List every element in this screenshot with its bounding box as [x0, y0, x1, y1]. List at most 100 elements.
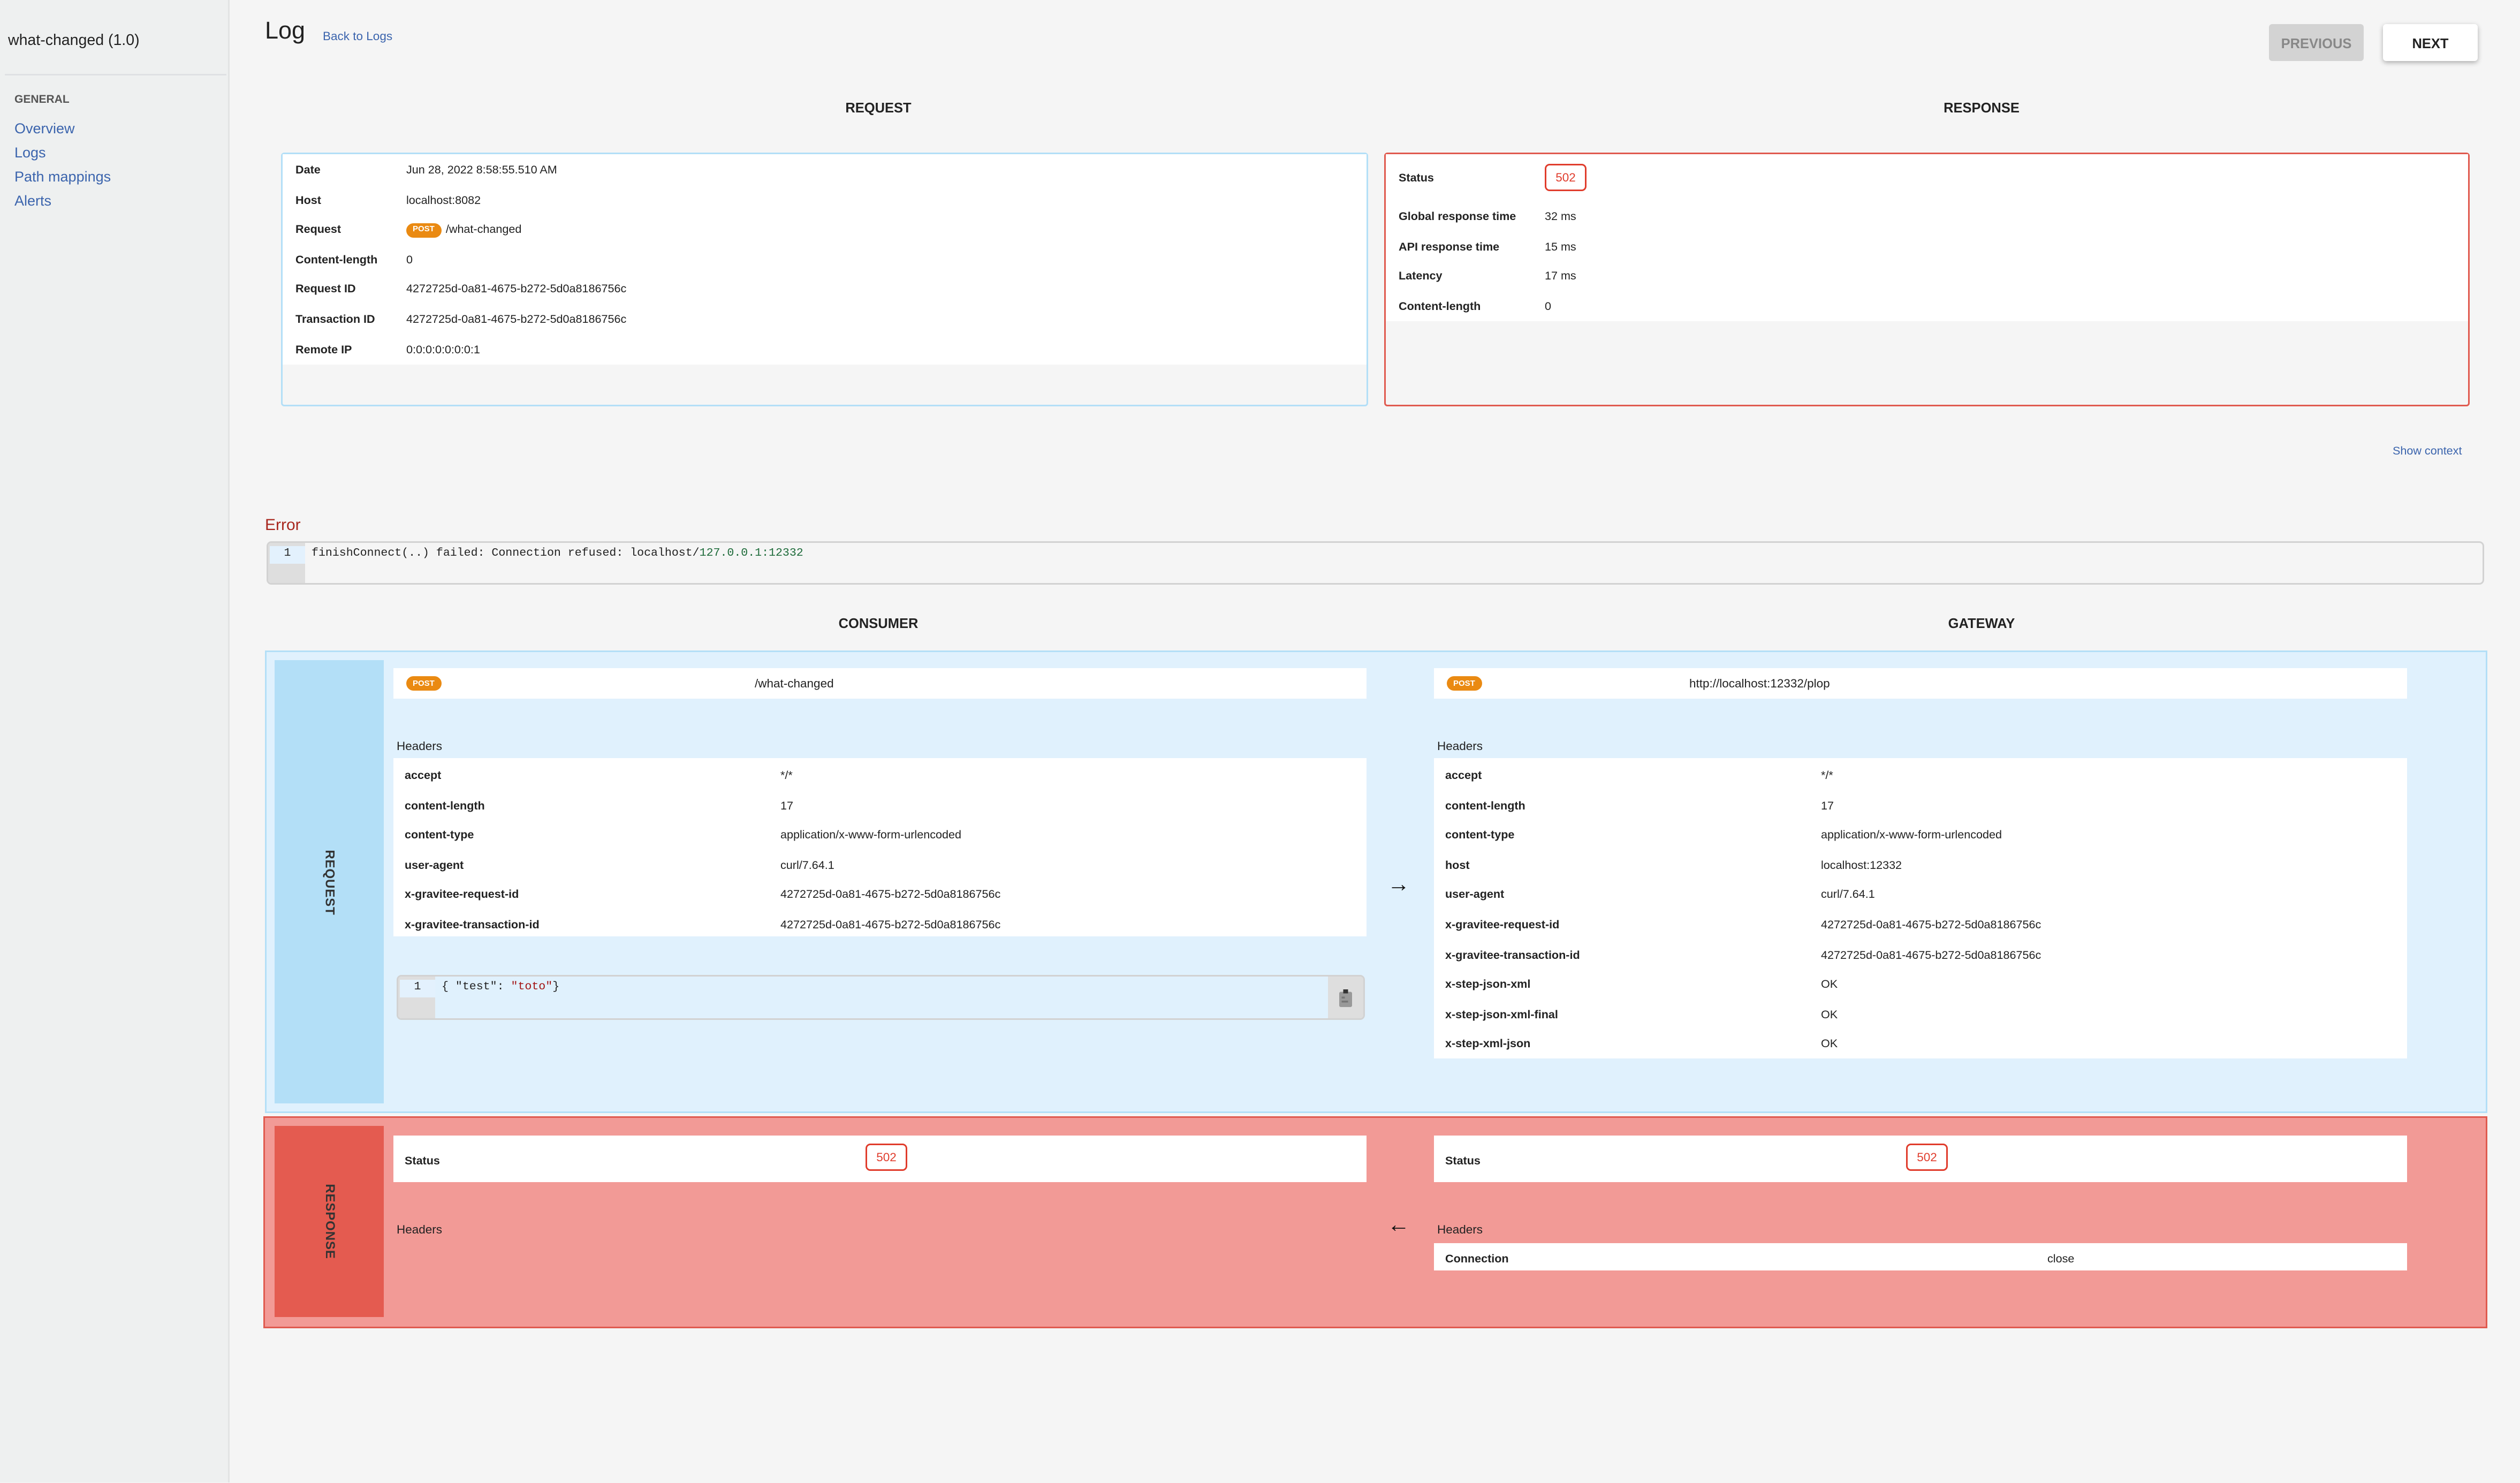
method-badge: POST — [406, 223, 441, 238]
gateway-url: http://localhost:12332/plop — [1689, 676, 1830, 691]
field-value: 17 ms — [1545, 268, 1576, 283]
sidebar-item-overview[interactable]: Overview — [14, 120, 75, 137]
field-value: 4272725d-0a81-4675-b272-5d0a8186756c — [406, 312, 627, 326]
field-value: 4272725d-0a81-4675-b272-5d0a8186756c — [406, 282, 627, 297]
header-value: 4272725d-0a81-4675-b272-5d0a8186756c — [1821, 947, 2041, 962]
consumer-headers-label: Headers — [397, 739, 443, 753]
header-value: close — [2047, 1251, 2075, 1266]
consumer-heading: CONSUMER — [838, 615, 919, 631]
app-title: what-changed (1.0) — [8, 32, 140, 50]
field-label: API response time — [1399, 238, 1500, 253]
header-name: x-step-xml-json — [1445, 1036, 1531, 1051]
field-label: Request — [295, 222, 341, 237]
header-value: 4272725d-0a81-4675-b272-5d0a8186756c — [780, 917, 1001, 932]
header-value: curl/7.64.1 — [1821, 887, 1875, 902]
request-heading: REQUEST — [845, 100, 912, 116]
field-value: localhost:8082 — [406, 192, 481, 207]
method-badge: POST — [1447, 676, 1482, 691]
header-value: 17 — [780, 797, 793, 812]
header-name: Connection — [1445, 1251, 1509, 1266]
error-message: finishConnect(..) failed: Connection ref… — [312, 548, 803, 561]
field-label: Content-length — [295, 252, 378, 267]
colon: : — [497, 981, 511, 994]
header-name: x-gravitee-transaction-id — [405, 917, 540, 932]
request-body-code: 1 { "test": "toto"} — [397, 975, 1365, 1020]
field-value: 0 — [406, 252, 413, 267]
gateway-response-headers-table: Connection close — [1434, 1243, 2407, 1270]
sidebar: what-changed (1.0) GENERAL Overview Logs… — [0, 0, 230, 1483]
nav-group-general: GENERAL — [14, 95, 70, 106]
field-value: 15 ms — [1545, 238, 1576, 253]
field-value: 0:0:0:0:0:0:0:1 — [406, 341, 480, 356]
show-context-link[interactable]: Show context — [2393, 443, 2462, 458]
gateway-headers-table: accept */* content-length 17 content-type app… — [1434, 758, 2407, 1058]
header-value: OK — [1821, 977, 1838, 992]
header-name: content-type — [1445, 827, 1515, 842]
header-name: user-agent — [405, 857, 464, 872]
sidebar-item-logs[interactable]: Logs — [14, 145, 46, 161]
sidebar-item-alerts[interactable]: Alerts — [14, 193, 52, 209]
header-name: x-gravitee-transaction-id — [1445, 947, 1580, 962]
method-badge: POST — [406, 676, 441, 691]
header-value: curl/7.64.1 — [780, 857, 834, 872]
header-value: OK — [1821, 1007, 1838, 1022]
header-name: content-length — [405, 797, 485, 812]
consumer-response-status: Status 502 — [393, 1136, 1367, 1182]
back-to-logs-link[interactable]: Back to Logs — [323, 28, 393, 43]
header-value: 4272725d-0a81-4675-b272-5d0a8186756c — [780, 887, 1001, 902]
response-card: Status 502 Global response time 32 ms API … — [1384, 153, 2470, 406]
brace: } — [552, 981, 560, 994]
consumer-path: /what-changed — [755, 676, 834, 691]
brace: { — [442, 981, 456, 994]
status-label: Status — [1399, 170, 1434, 185]
request-card: Date Jun 28, 2022 8:58:55.510 AM Host local… — [281, 153, 1368, 406]
header-value: OK — [1821, 1036, 1838, 1051]
request-path: /what-changed — [445, 222, 522, 237]
gateway-response-headers-label: Headers — [1437, 1222, 1483, 1237]
gateway-heading: GATEWAY — [1948, 615, 2015, 631]
field-label: Host — [295, 192, 321, 207]
previous-button[interactable]: PREVIOUS — [2269, 24, 2364, 61]
header-value: 17 — [1821, 797, 1834, 812]
status-badge: 502 — [1906, 1144, 1948, 1171]
response-heading: RESPONSE — [1944, 100, 2020, 116]
header-value: localhost:12332 — [1821, 857, 1902, 872]
header-name: content-type — [405, 827, 474, 842]
gateway-request-line: POST http://localhost:12332/plop — [1434, 668, 2407, 699]
consumer-response-headers-label: Headers — [397, 1222, 443, 1237]
next-button[interactable]: NEXT — [2383, 24, 2478, 61]
header-name: x-step-json-xml-final — [1445, 1007, 1558, 1022]
request-side-label-text: REQUEST — [322, 849, 337, 915]
header-value: application/x-www-form-urlencoded — [1821, 827, 2002, 842]
copy-button[interactable] — [1328, 977, 1363, 1018]
header-value: */* — [780, 768, 793, 782]
header-name: accept — [405, 768, 442, 782]
header-value: application/x-www-form-urlencoded — [780, 827, 961, 842]
field-label: Remote IP — [295, 341, 352, 356]
field-value: 32 ms — [1545, 209, 1576, 223]
request-body: { "test": "toto"} — [442, 981, 559, 994]
header-name: host — [1445, 857, 1470, 872]
gateway-headers-label: Headers — [1437, 739, 1483, 753]
field-label: Date — [295, 162, 321, 177]
json-key: "test" — [455, 981, 497, 994]
response-side-label: RESPONSE — [275, 1126, 384, 1317]
arrow-left-icon: ← — [1387, 1211, 1410, 1237]
field-label: Global response time — [1399, 209, 1516, 223]
sidebar-item-path-mappings[interactable]: Path mappings — [14, 169, 111, 185]
field-label: Latency — [1399, 268, 1443, 283]
header-name: content-length — [1445, 797, 1525, 812]
gateway-response-status: Status 502 — [1434, 1136, 2407, 1182]
response-side-label-text: RESPONSE — [322, 1184, 337, 1259]
header-name: x-step-json-xml — [1445, 977, 1531, 992]
json-value: "toto" — [511, 981, 553, 994]
clipboard-icon — [1339, 988, 1352, 1007]
field-label: Content-length — [1399, 298, 1481, 313]
header-value: 4272725d-0a81-4675-b272-5d0a8186756c — [1821, 917, 2041, 932]
header-value: */* — [1821, 768, 1833, 782]
status-label: Status — [1445, 1153, 1481, 1168]
field-label: Transaction ID — [295, 312, 375, 326]
header-name: x-gravitee-request-id — [1445, 917, 1560, 932]
header-name: accept — [1445, 768, 1482, 782]
error-code-block: 1 finishConnect(..) failed: Connection r… — [267, 541, 2484, 585]
